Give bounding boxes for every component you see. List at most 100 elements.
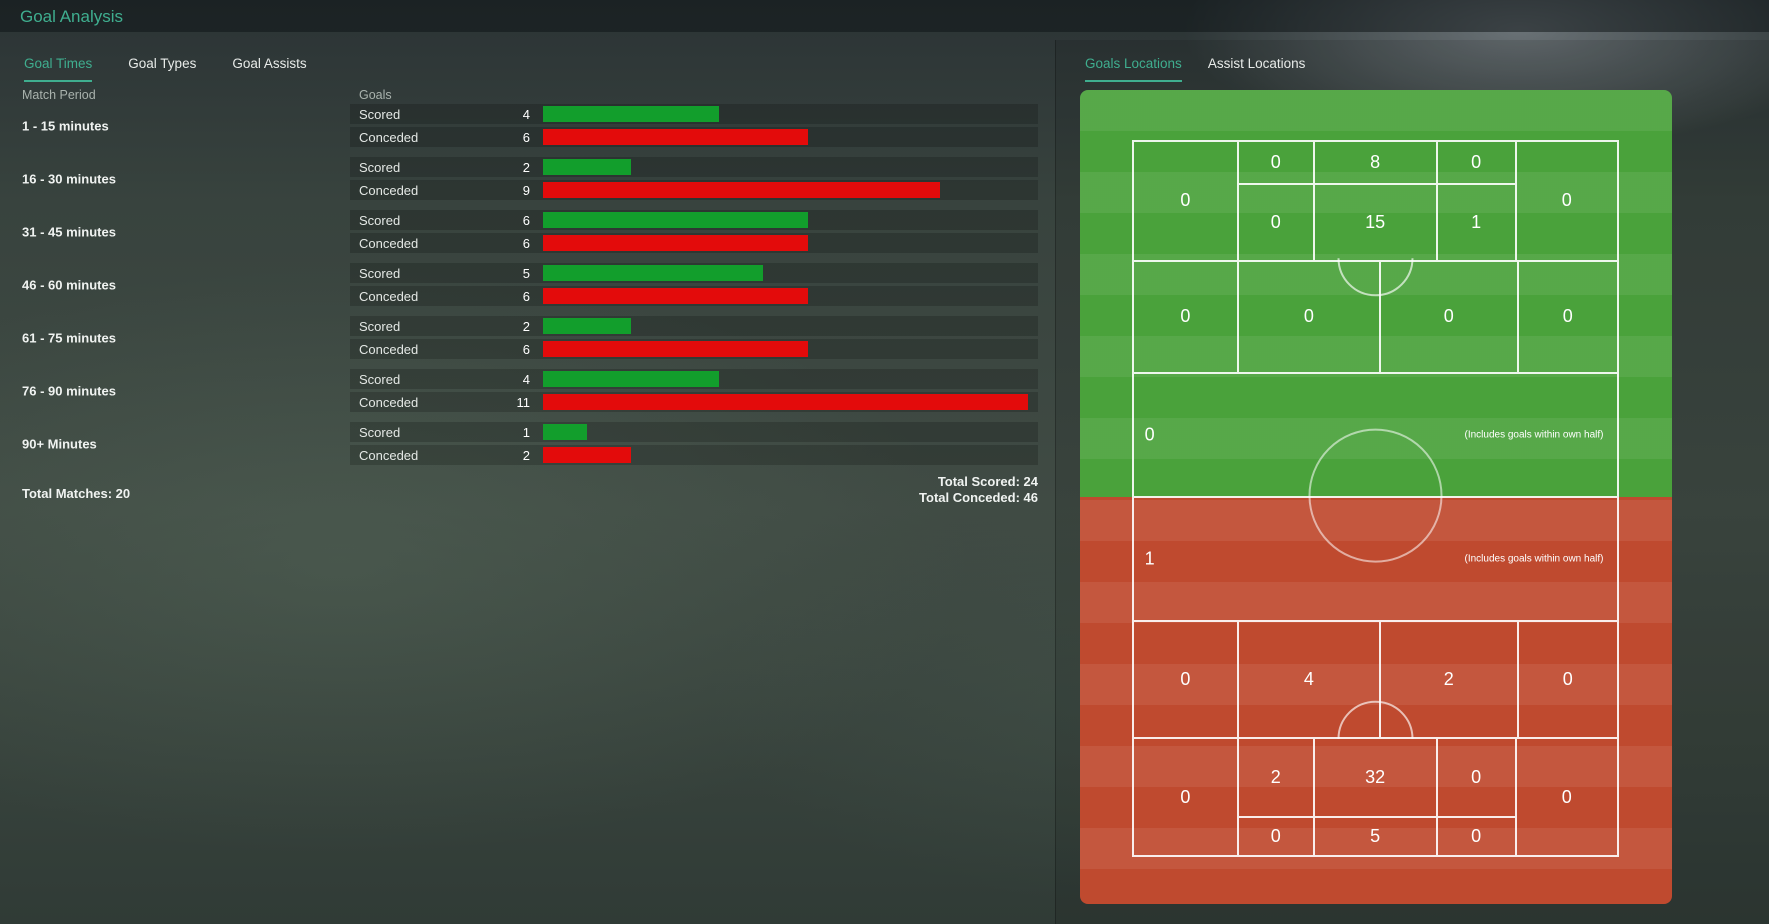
conceded-bar: [543, 288, 808, 304]
period-label: 76 - 90 minutes: [22, 383, 116, 398]
pitch-cell: 0: [1471, 826, 1482, 847]
period-label: 31 - 45 minutes: [22, 224, 116, 239]
scored-value: 4: [522, 106, 530, 122]
pitch-cell: 0: [1270, 826, 1281, 847]
pitch-cell: 0: [1516, 621, 1617, 738]
period-block: 46 - 60 minutes Scored 5 Conceded 6: [0, 263, 1055, 306]
pitch-cell: 1: [1471, 212, 1482, 233]
own-half-note: (Includes goals within own half): [1464, 429, 1604, 441]
scored-row: Scored 4: [350, 104, 1038, 124]
scored-own-half-zone: 0 (Includes goals within own half): [1134, 371, 1617, 496]
pitch-grid: 0 0 8 0 0 15 1 0 0 0: [1132, 140, 1619, 857]
goal-times-table: 1 - 15 minutes Scored 4 Conceded 6 16 - …: [0, 104, 1055, 475]
top-header-strip: [0, 0, 1769, 32]
conceded-edge-zone: 0 4 2 0: [1134, 619, 1617, 738]
conceded-value: 6: [522, 341, 530, 357]
pitch-cell: 0: [1180, 786, 1191, 807]
conceded-value: 9: [522, 182, 530, 198]
scored-bar: [543, 212, 808, 228]
conceded-row: Conceded 6: [350, 339, 1038, 359]
scored-bar-track: [543, 318, 1028, 334]
scored-bar: [543, 318, 632, 334]
total-scored: Total Scored: 24: [937, 474, 1038, 489]
page-title: Goal Analysis: [20, 7, 123, 26]
scored-bar: [543, 371, 720, 387]
scored-bar-track: [543, 159, 1028, 175]
pitch-cell: 0: [1471, 767, 1482, 788]
conceded-value: 6: [522, 235, 530, 251]
pitch-cell: 0: [1180, 668, 1191, 689]
conceded-bar: [543, 235, 808, 251]
pitch-cell: 15: [1312, 185, 1438, 260]
scored-bar-track: [543, 424, 1028, 440]
period-block: 76 - 90 minutes Scored 4 Conceded 11: [0, 369, 1055, 412]
conceded-bar: [543, 182, 940, 198]
conceded-row: Conceded 6: [350, 286, 1038, 306]
totals-summary: Total Scored: 24 Total Conceded: 46: [738, 474, 1038, 506]
scored-value: 2: [522, 159, 530, 175]
scored-value: 4: [522, 371, 530, 387]
scored-label: Scored: [359, 159, 401, 175]
conceded-bar: [543, 447, 632, 463]
own-half-note: (Includes goals within own half): [1464, 553, 1604, 565]
scored-label: Scored: [359, 106, 401, 122]
scored-box-grid: 0 8 0 0 15 1: [1236, 142, 1517, 260]
conceded-own-half-zone: 1 (Includes goals within own half): [1134, 495, 1617, 620]
pitch-cell: 0: [1471, 152, 1482, 173]
conceded-value: 6: [522, 129, 530, 145]
conceded-label: Conceded: [359, 447, 419, 463]
conceded-label: Conceded: [359, 288, 419, 304]
conceded-label: Conceded: [359, 341, 419, 357]
scored-row: Scored 6: [350, 210, 1038, 230]
conceded-value: 6: [522, 288, 530, 304]
scored-row: Scored 4: [350, 369, 1038, 389]
conceded-bar-track: [543, 288, 1028, 304]
conceded-box-grid: 2 32 0 0 5 0: [1236, 739, 1517, 855]
conceded-bar-track: [543, 394, 1028, 410]
period-label: 46 - 60 minutes: [22, 277, 116, 292]
goal-locations-pitch: 0 0 8 0 0 15 1 0 0 0: [1080, 90, 1672, 904]
pitch-cell: 0: [1144, 424, 1155, 445]
scored-bar-track: [543, 265, 1028, 281]
scored-bar-track: [543, 212, 1028, 228]
scored-value: 2: [522, 318, 530, 334]
pitch-cell: 0: [1180, 190, 1191, 211]
scored-bar: [543, 159, 632, 175]
conceded-row: Conceded 11: [350, 392, 1038, 412]
total-matches: Total Matches: 20: [22, 486, 131, 501]
pitch-cell: 0: [1516, 261, 1617, 372]
scored-bar-track: [543, 371, 1028, 387]
pitch-cell: 2: [1270, 767, 1281, 788]
tab-goal-assists[interactable]: Goal Assists: [232, 56, 307, 71]
conceded-row: Conceded 6: [350, 127, 1038, 147]
scored-bar-track: [543, 106, 1028, 122]
scored-value: 5: [522, 265, 530, 281]
scored-value: 6: [522, 212, 530, 228]
scored-row: Scored 5: [350, 263, 1038, 283]
column-header-match-period: Match Period: [22, 88, 96, 102]
tab-goal-types[interactable]: Goal Types: [128, 56, 197, 71]
pitch-cell: 0: [1180, 306, 1191, 327]
pitch-cell: 0: [1270, 212, 1281, 233]
period-block: 61 - 75 minutes Scored 2 Conceded 6: [0, 316, 1055, 359]
conceded-bar-track: [543, 182, 1028, 198]
period-label: 1 - 15 minutes: [22, 118, 109, 133]
tab-goals-locations[interactable]: Goals Locations: [1085, 56, 1182, 82]
scored-bar: [543, 265, 764, 281]
tab-goal-times[interactable]: Goal Times: [24, 56, 93, 82]
tab-assist-locations[interactable]: Assist Locations: [1207, 56, 1306, 71]
pitch-cell: 0: [1378, 261, 1517, 372]
pitch-cell: 2: [1378, 621, 1517, 738]
scored-value: 1: [522, 424, 530, 440]
scored-row: Scored 1: [350, 422, 1038, 442]
pitch-cell: 32: [1312, 739, 1438, 817]
scored-label: Scored: [359, 424, 401, 440]
scored-edge-zone: 0 0 0 0: [1134, 259, 1617, 372]
conceded-penalty-row: 2 32 0: [1239, 739, 1515, 817]
conceded-label: Conceded: [359, 129, 419, 145]
conceded-label: Conceded: [359, 235, 419, 251]
pitch-markings: [1308, 258, 1443, 739]
conceded-bar-track: [543, 129, 1028, 145]
conceded-penalty-zone: 0 2 32 0 0 5 0 0: [1134, 737, 1617, 855]
